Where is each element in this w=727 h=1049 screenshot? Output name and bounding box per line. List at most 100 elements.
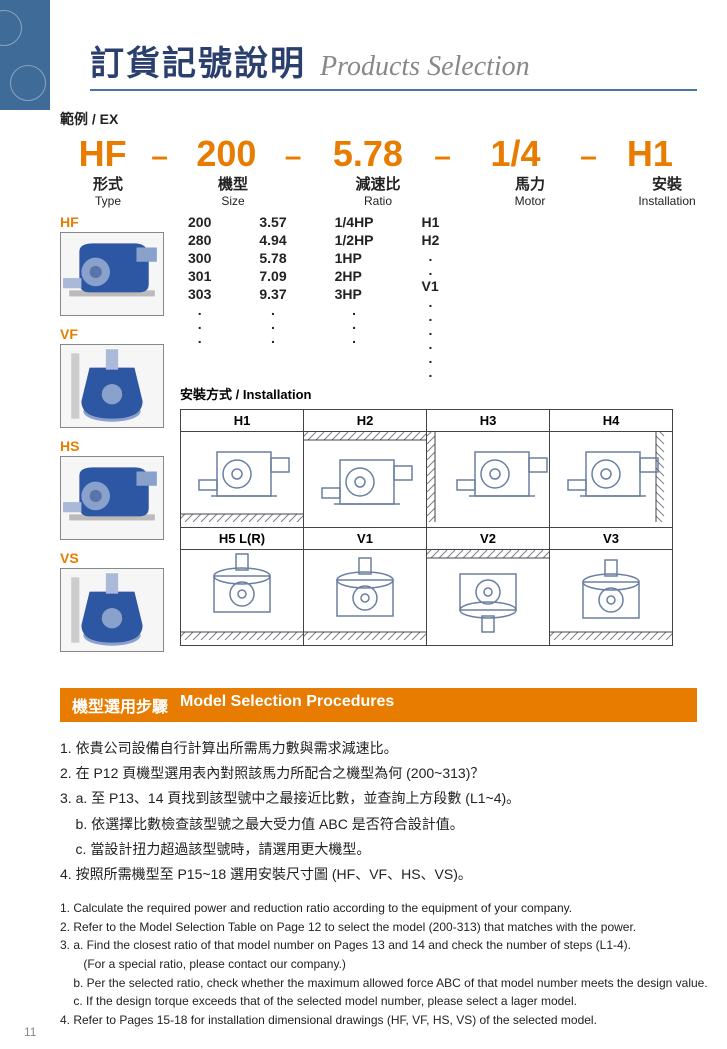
value-cell: H1	[422, 214, 440, 230]
type-label: HF	[60, 214, 180, 230]
value-cell: .	[422, 366, 440, 378]
value-cell: .	[188, 318, 211, 330]
installation-table: H1H2H3H4H5 L(R)V1V2V3	[180, 409, 673, 646]
installation-title: 安裝方式 / Installation	[180, 384, 697, 403]
product-code-row: HF–200–5.78–1/4–H1	[60, 133, 697, 175]
value-cell: 300	[188, 250, 211, 266]
install-header: V2	[427, 528, 550, 550]
procedure-line-en: 2. Refer to the Model Selection Table on…	[60, 918, 697, 937]
value-cell: .	[335, 304, 374, 316]
value-cell: 5.78	[259, 250, 286, 266]
value-cell: .	[259, 332, 286, 344]
value-cell: H2	[422, 232, 440, 248]
install-diagram	[304, 432, 427, 528]
value-cell: .	[422, 338, 440, 350]
section-heading: 機型選用步驟 Model Selection Procedures	[60, 688, 697, 722]
label-cn: 機型	[174, 173, 292, 194]
page-title: 訂貨記號說明 Products Selection	[90, 36, 697, 85]
example-label: 範例 / EX	[60, 109, 697, 129]
value-cell: .	[422, 264, 440, 276]
value-cell: 7.09	[259, 268, 286, 284]
value-cell: .	[422, 250, 440, 262]
value-cell: 301	[188, 268, 211, 284]
product-icon	[60, 344, 164, 428]
title-english: Products Selection	[320, 51, 530, 83]
install-header: V1	[304, 528, 427, 550]
procedure-line-en: b. Per the selected ratio, check whether…	[60, 974, 697, 993]
label-cn: 安裝	[614, 173, 720, 194]
install-diagram	[550, 550, 673, 646]
value-cell: .	[422, 352, 440, 364]
code-label: 安裝Installation	[614, 173, 720, 208]
section-heading-en: Model Selection Procedures	[180, 693, 394, 717]
code-segment: 1/4	[457, 133, 574, 175]
label-cn: 形式	[60, 173, 156, 194]
install-diagram	[427, 550, 550, 646]
code-segment: 200	[174, 133, 279, 175]
code-separator: –	[434, 140, 451, 174]
type-label: VS	[60, 550, 180, 566]
main-grid: HFVFHSVS 200280300301303...3.574.945.787…	[60, 214, 697, 662]
value-cell: .	[188, 332, 211, 344]
procedures-english: 1. Calculate the required power and redu…	[60, 899, 697, 1029]
label-cn: 減速比	[310, 173, 446, 194]
install-header: H1	[181, 410, 304, 432]
section-heading-cn: 機型選用步驟	[72, 693, 168, 717]
value-cell: 1/4HP	[335, 214, 374, 230]
type-card: HS	[60, 438, 180, 540]
install-header: H2	[304, 410, 427, 432]
code-segment: 5.78	[307, 133, 428, 175]
types-column: HF VF HS VS	[60, 214, 180, 662]
values-column-size: 200 280 300 301 303...	[188, 214, 211, 378]
value-cell: .	[422, 310, 440, 322]
procedure-line: b. 依選擇比數檢查該型號之最大受力值 ABC 是否符合設計值。	[60, 812, 697, 837]
procedure-line: 3. a. 至 P13、14 頁找到該型號中之最接近比數，並查詢上方段數 (L1…	[60, 786, 697, 811]
label-cn: 馬力	[464, 173, 596, 194]
code-label: 形式Type	[60, 173, 156, 208]
value-cell: 200	[188, 214, 211, 230]
type-card: VF	[60, 326, 180, 428]
values-area: 200280300301303...3.574.945.787.099.37..…	[188, 214, 697, 378]
value-cell: .	[188, 304, 211, 316]
value-cell: .	[422, 296, 440, 308]
type-card: VS	[60, 550, 180, 652]
install-diagram	[550, 432, 673, 528]
install-header: H3	[427, 410, 550, 432]
label-en: Type	[60, 194, 156, 208]
value-cell: 2HP	[335, 268, 374, 284]
install-diagram	[304, 550, 427, 646]
procedure-line-en: (For a special ratio, please contact our…	[60, 955, 697, 974]
code-separator: –	[580, 140, 597, 174]
page-number: 11	[24, 1025, 36, 1039]
procedure-line: c. 當設計扭力超過該型號時，請選用更大機型。	[60, 837, 697, 862]
product-icon	[60, 232, 164, 316]
value-cell: V1	[422, 278, 440, 294]
page: 訂貨記號說明 Products Selection 範例 / EX HF–200…	[0, 0, 727, 1049]
type-card: HF	[60, 214, 180, 316]
install-diagram	[181, 432, 304, 528]
values-column-motor: 1/4HP1/2HP1HP2HP3HP...	[335, 214, 374, 378]
value-cell: 280	[188, 232, 211, 248]
code-label: 馬力Motor	[464, 173, 596, 208]
procedure-line: 4. 按照所需機型至 P15~18 選用安裝尺寸圖 (HF、VF、HS、VS)。	[60, 862, 697, 887]
install-header: H4	[550, 410, 673, 432]
code-segment: H1	[603, 133, 697, 175]
title-underline	[90, 89, 697, 91]
product-icon	[60, 456, 164, 540]
code-separator: –	[151, 140, 168, 174]
value-cell: 1HP	[335, 250, 374, 266]
value-cell: 303	[188, 286, 211, 302]
values-column-ratio: 3.574.945.787.099.37...	[259, 214, 286, 378]
code-segment: HF	[60, 133, 145, 175]
value-cell: 3HP	[335, 286, 374, 302]
label-en: Installation	[614, 194, 720, 208]
code-label: 減速比Ratio	[310, 173, 446, 208]
values-column-installation: H1H2..V1......	[422, 214, 440, 378]
install-diagram	[427, 432, 550, 528]
value-cell: 1/2HP	[335, 232, 374, 248]
code-label-row: 形式Type機型Size減速比Ratio馬力Motor安裝Installatio…	[60, 173, 697, 208]
value-cell: .	[335, 332, 374, 344]
procedure-line: 2. 在 P12 頁機型選用表內對照該馬力所配合之機型為何 (200~313)？	[60, 761, 697, 786]
value-cell: 4.94	[259, 232, 286, 248]
type-label: HS	[60, 438, 180, 454]
